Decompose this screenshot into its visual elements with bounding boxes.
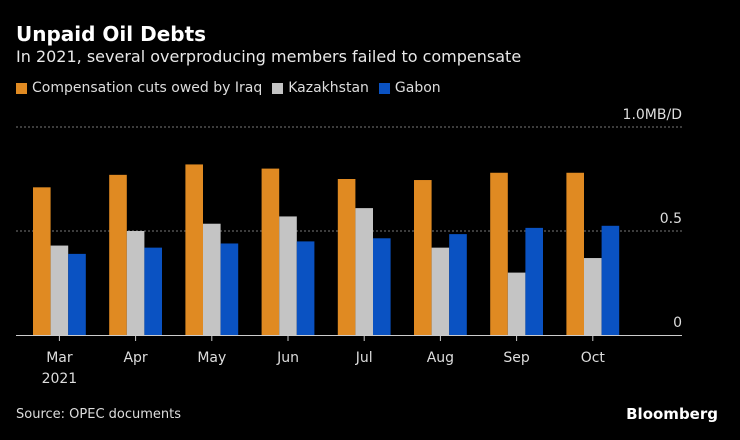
- bar-gabon-sep: [525, 227, 543, 335]
- bar-gabon-mar: [68, 253, 86, 335]
- x-tick-label: May: [197, 350, 226, 366]
- legend-item-iraq: Compensation cuts owed by Iraq: [16, 80, 262, 96]
- bar-compensation-cuts-owed-by-iraq-may: [185, 164, 203, 335]
- bar-gabon-jul: [373, 238, 391, 335]
- chart-title: Unpaid Oil Debts: [16, 22, 207, 46]
- bar-compensation-cuts-owed-by-iraq-jul: [337, 179, 356, 335]
- bar-compensation-cuts-owed-by-iraq-oct: [566, 172, 584, 335]
- x-tick-label: Aug: [427, 350, 454, 366]
- bar-kazakhstan-may: [203, 223, 221, 335]
- x-tick-label: Jun: [276, 350, 299, 366]
- bar-kazakhstan-jul: [355, 208, 373, 335]
- y-tick-label: 0.5: [660, 211, 682, 227]
- legend: Compensation cuts owed by Iraq Kazakhsta…: [16, 80, 441, 96]
- x-tick-label: Mar: [46, 350, 73, 366]
- bar-gabon-jun: [296, 241, 315, 335]
- x-tick-label: Jul: [355, 350, 373, 366]
- legend-item-gabon: Gabon: [378, 80, 441, 96]
- bar-compensation-cuts-owed-by-iraq-apr: [109, 174, 127, 335]
- legend-label: Kazakhstan: [288, 80, 369, 96]
- bar-kazakhstan-sep: [507, 272, 526, 335]
- bar-kazakhstan-jun: [279, 216, 297, 335]
- bar-kazakhstan-apr: [126, 231, 145, 335]
- y-tick-label: 1.0MB/D: [623, 107, 682, 123]
- legend-swatch-iraq: [16, 82, 27, 94]
- y-tick-label: 0: [673, 315, 682, 331]
- chart-subtitle: In 2021, several overproducing members f…: [16, 47, 522, 66]
- bar-gabon-aug: [449, 234, 467, 335]
- bar-gabon-oct: [601, 225, 620, 335]
- legend-label: Gabon: [394, 80, 441, 96]
- x-tick-sublabel: 2021: [42, 371, 78, 387]
- bar-gabon-apr: [144, 247, 162, 335]
- x-tick-label: Oct: [581, 350, 606, 366]
- bar-compensation-cuts-owed-by-iraq-aug: [414, 180, 432, 335]
- bloomberg-logo: Bloomberg: [626, 405, 718, 423]
- x-tick-label: Sep: [503, 350, 530, 366]
- x-tick-label: Apr: [123, 350, 147, 366]
- bar-compensation-cuts-owed-by-iraq-mar: [33, 187, 51, 335]
- bar-compensation-cuts-owed-by-iraq-jun: [261, 168, 280, 335]
- legend-swatch-kazakhstan: [272, 82, 284, 94]
- bar-compensation-cuts-owed-by-iraq-sep: [490, 172, 508, 335]
- bar-gabon-may: [220, 243, 239, 335]
- legend-swatch-gabon: [378, 82, 390, 94]
- source-note: Source: OPEC documents: [16, 407, 182, 422]
- legend-label: Compensation cuts owed by Iraq: [32, 80, 263, 96]
- legend-item-kazakhstan: Kazakhstan: [272, 80, 369, 96]
- bar-kazakhstan-oct: [584, 258, 602, 335]
- bar-kazakhstan-mar: [50, 245, 69, 335]
- bar-kazakhstan-aug: [431, 247, 450, 335]
